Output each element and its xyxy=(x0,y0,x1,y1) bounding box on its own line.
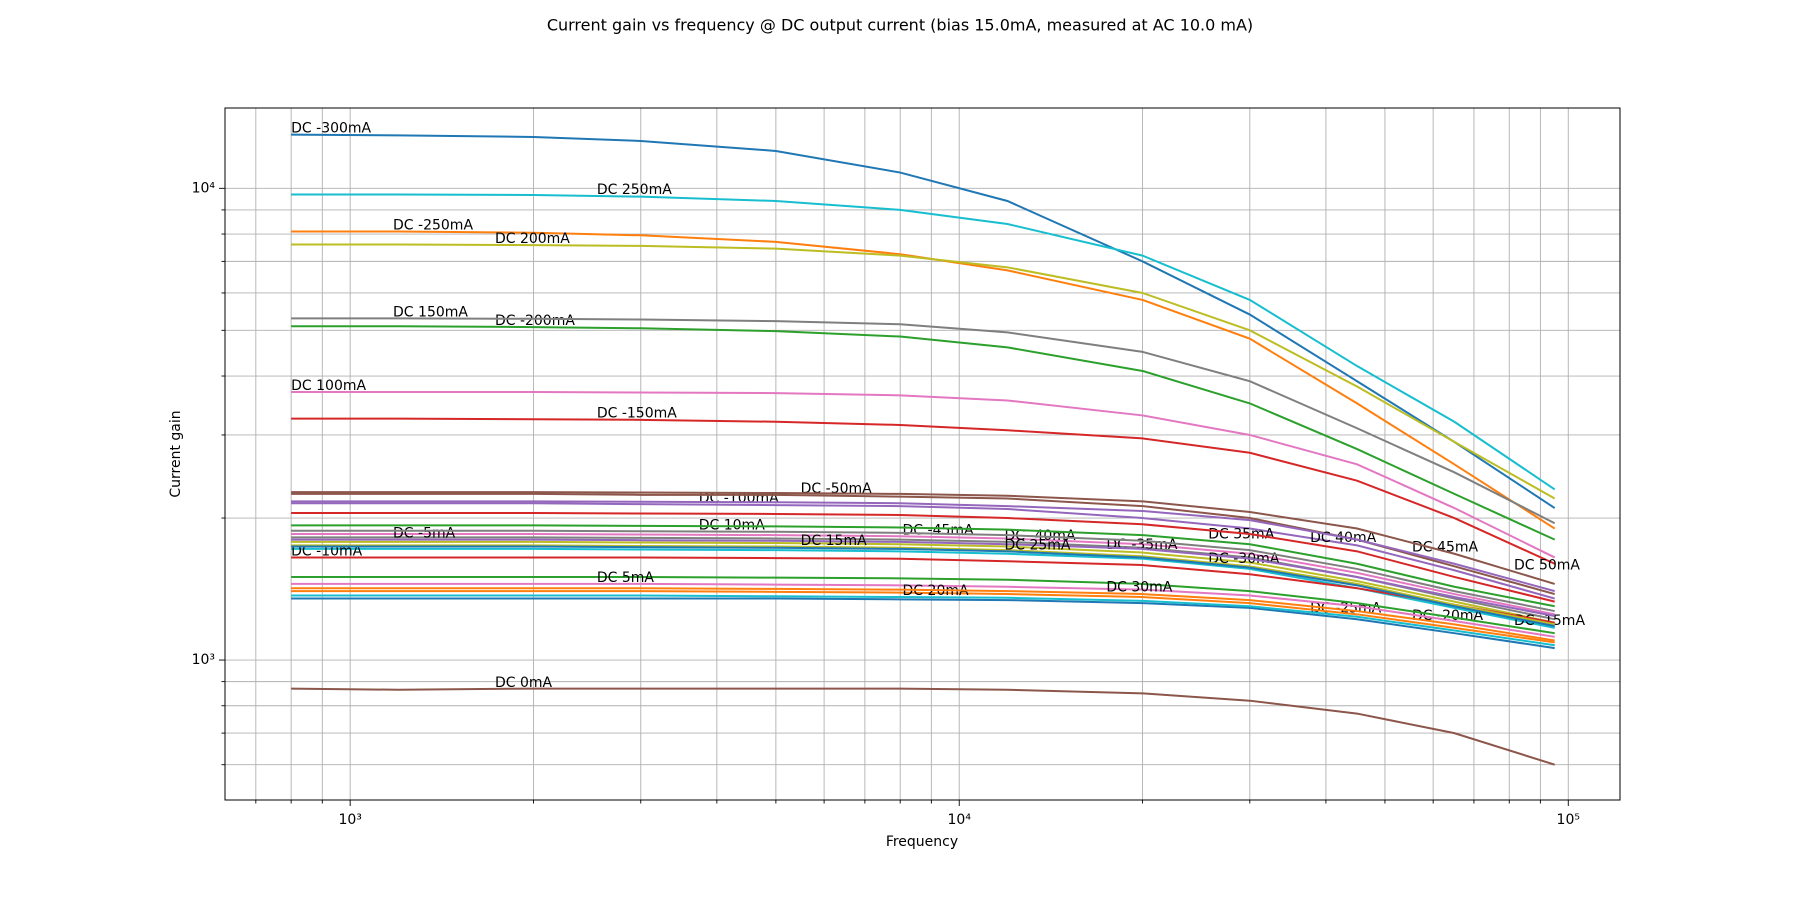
series-line xyxy=(291,502,1555,600)
series-line xyxy=(291,540,1555,624)
series-line xyxy=(291,317,1556,525)
x-tick-label: 10³ xyxy=(338,812,361,828)
series-label: DC 250mA xyxy=(597,182,672,198)
series-line xyxy=(291,533,1555,616)
series-label: DC 150mA xyxy=(393,304,468,320)
series-label: DC -5mA xyxy=(393,526,456,542)
series-line xyxy=(291,391,1556,559)
series-label: DC 35mA xyxy=(1208,527,1274,543)
series-label: DC -50mA xyxy=(801,481,873,497)
series-label: DC -150mA xyxy=(597,406,677,422)
series-line xyxy=(291,491,1555,585)
series-label: DC 25mA xyxy=(1004,537,1070,553)
series-label: DC -300mA xyxy=(291,121,371,137)
series-line xyxy=(291,538,1555,617)
series-label: DC -250mA xyxy=(393,217,473,233)
series-line xyxy=(291,545,1555,628)
series-label: DC -45mA xyxy=(903,522,975,538)
series-line xyxy=(291,529,1555,613)
series-line xyxy=(291,575,1555,635)
series-label: DC 15mA xyxy=(801,533,867,549)
series-line xyxy=(291,544,1555,626)
series-line xyxy=(291,511,1555,603)
x-tick-label: 10⁴ xyxy=(948,812,972,828)
series-label: DC 45mA xyxy=(1412,539,1478,555)
series-line xyxy=(291,133,1556,509)
x-tick-label: 10⁵ xyxy=(1557,812,1580,828)
series-line xyxy=(291,556,1555,624)
series-line xyxy=(291,597,1555,650)
series-label: DC -200mA xyxy=(495,313,575,329)
series-line xyxy=(291,687,1556,766)
x-axis-label: Frequency xyxy=(886,834,958,850)
series-line xyxy=(291,500,1555,593)
series-line xyxy=(291,587,1555,642)
series-line xyxy=(291,590,1555,644)
series-label: DC 200mA xyxy=(495,231,570,247)
chart-title: Current gain vs frequency @ DC output cu… xyxy=(547,16,1253,35)
series-line xyxy=(291,524,1555,608)
y-tick-label: 10³ xyxy=(192,652,215,668)
series-line xyxy=(291,243,1556,500)
series-line xyxy=(291,594,1555,647)
series-line xyxy=(291,582,1555,638)
y-tick-label: 10⁴ xyxy=(192,180,216,196)
series-line xyxy=(291,417,1556,565)
series-label: DC 50mA xyxy=(1514,558,1580,574)
series-line xyxy=(291,325,1556,541)
series-line xyxy=(291,193,1556,491)
series-label: DC 5mA xyxy=(597,570,655,586)
series-label: DC 30mA xyxy=(1106,579,1172,595)
y-axis-label: Current gain xyxy=(168,410,184,497)
series-label: DC 100mA xyxy=(291,378,366,394)
plot-frame xyxy=(224,107,1621,801)
series-label: DC 0mA xyxy=(495,675,553,691)
